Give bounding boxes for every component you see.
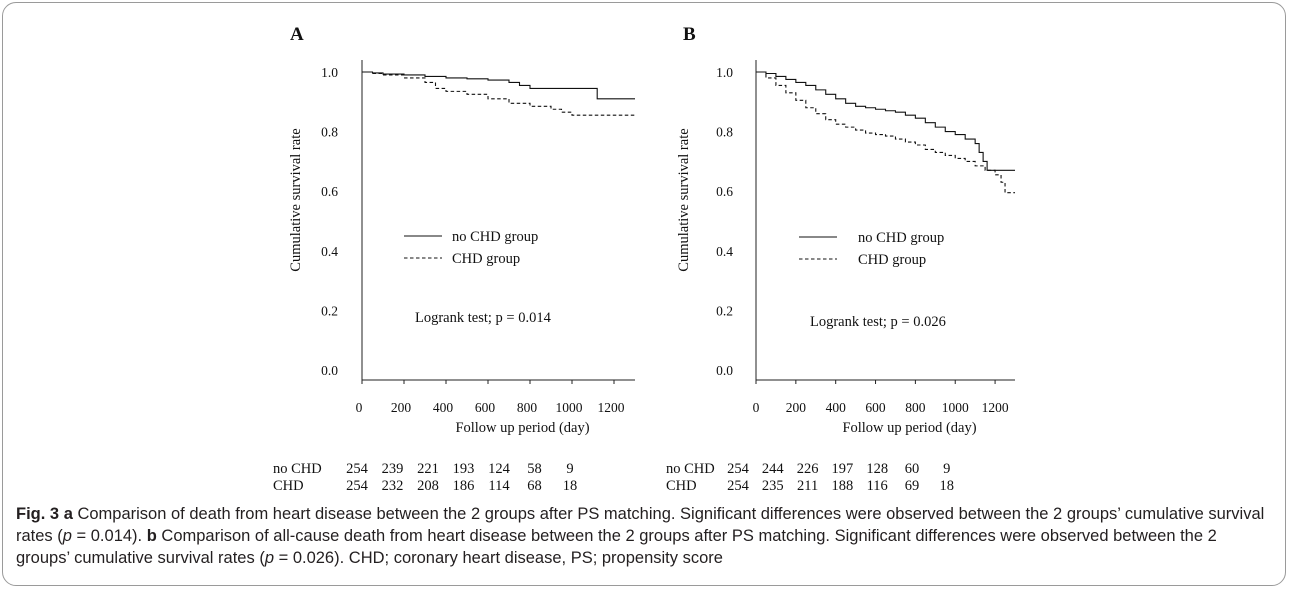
panel-a-x-tick-label: 1200 (598, 400, 625, 415)
panel-a-logrank-annotation: Logrank test; p = 0.014 (415, 310, 552, 326)
panel-a-risk-value: 114 (488, 478, 510, 494)
panel-a-series-no-chd-line (362, 71, 635, 100)
panel-b-risk-value: 188 (832, 478, 854, 494)
panel-a-y-tick-label: 0.0 (321, 363, 338, 378)
panel-a-x-tick-label: 600 (475, 400, 496, 415)
panel-a-risk-value: 58 (527, 461, 542, 477)
panel-a-x-axis-label: Follow up period (day) (455, 420, 589, 436)
panel-a-legend-label-0: no CHD group (452, 229, 538, 245)
panel-b-risk-value: 235 (762, 478, 784, 494)
panel-b-legend-label-1: CHD group (858, 252, 926, 268)
panel-b: B 0 200 400 600 800 1000 1200 0.0 0.2 0.4 0.6 0.8 1.0… (666, 24, 1015, 494)
panel-b-risk-value: 60 (905, 461, 920, 477)
panel-b-risk-value: 254 (727, 461, 750, 477)
panel-a-risk-row-label: no CHD (273, 461, 322, 477)
panel-a-y-tick-label: 0.6 (321, 184, 338, 199)
panel-a-risk-value: 239 (382, 461, 404, 477)
caption-part-b-value: = 0.026). CHD; coronary heart disease, P… (274, 549, 723, 567)
panel-b-label: B (683, 24, 696, 45)
panel-b-x-tick-label: 800 (905, 400, 926, 415)
panel-b-y-axis-label: Cumulative survival rate (676, 128, 692, 271)
panel-b-risk-row-label: no CHD (666, 461, 715, 477)
panel-a-label: A (290, 24, 304, 45)
panel-b-x-axis-label: Follow up period (day) (842, 420, 976, 436)
panel-b-risk-value: 18 (940, 478, 955, 494)
panel-b-y-tick-label: 0.0 (716, 363, 733, 378)
panel-a-risk-value: 186 (453, 478, 475, 494)
panel-b-x-tick-label: 400 (826, 400, 847, 415)
panel-b-risk-value: 116 (867, 478, 888, 494)
panel-b-risk-value: 211 (797, 478, 818, 494)
caption-part-b-text: Comparison of all-cause death from heart… (16, 527, 1217, 567)
panel-b-series-chd-line (756, 71, 1015, 194)
panel-b-x-tick-label: 0 (753, 400, 760, 415)
survival-figure: A0 200 400 600 800 1000 12000.00.20.40.60.81.0… (273, 24, 1015, 494)
panel-b-x-tick-label: 1000 (942, 400, 969, 415)
caption-part-a-p: p (62, 527, 72, 545)
figure-caption: Fig. 3 a Comparison of death from heart … (16, 503, 1266, 569)
caption-fig-label: Fig. 3 (16, 505, 60, 523)
panel-a-risk-value: 221 (417, 461, 439, 477)
panel-b-y-tick-label: 1.0 (716, 65, 733, 80)
panel-a-x-tick-label: 0 (356, 400, 363, 415)
panel-a-x-tick-label: 400 (433, 400, 454, 415)
caption-part-b-p: p (264, 549, 275, 567)
panel-b-y-tick-label: 0.2 (716, 303, 733, 318)
panel-a-risk-value: 232 (382, 478, 404, 494)
panel-b-legend-label-0: no CHD group (858, 230, 944, 246)
panel-a-risk-value: 68 (527, 478, 542, 494)
panel-a-x-tick-label: 800 (517, 400, 538, 415)
panel-a-y-axis-label: Cumulative survival rate (288, 128, 304, 271)
panel-a-risk-value: 124 (488, 461, 511, 477)
panel-b-risk-value: 244 (762, 461, 785, 477)
panel-b-logrank-annotation: Logrank test; p = 0.026 (810, 314, 946, 330)
panel-a-series-chd-line (362, 71, 635, 116)
panel-a-risk-value: 18 (563, 478, 578, 494)
panel-b-y-tick-label: 0.4 (716, 244, 733, 259)
panel-b-x-tick-label: 1200 (982, 400, 1009, 415)
panel-a-y-tick-label: 0.2 (321, 303, 338, 318)
panel-a: A 0 200 400 600 800 1000 1200 0.0 0.2 0.4 0.6 0.8 1.0… (273, 24, 635, 494)
panel-b-x-tick-label: 200 (786, 400, 807, 415)
panel-b-risk-value: 69 (905, 478, 920, 494)
panel-b-risk-row-label: CHD (666, 478, 697, 494)
caption-part-a-letter: a (63, 505, 73, 523)
panel-a-risk-value: 9 (566, 461, 573, 477)
panel-b-risk-value: 197 (832, 461, 854, 477)
panel-b-risk-value: 9 (943, 461, 950, 477)
panel-b-risk-value: 128 (866, 461, 888, 477)
panel-a-x-tick-label: 200 (391, 400, 412, 415)
panel-a-x-tick-label: 1000 (556, 400, 583, 415)
panel-a-risk-row-label: CHD (273, 478, 304, 494)
panel-a-y-tick-label: 0.4 (321, 244, 338, 259)
caption-part-a-text: Comparison of death from heart disease b… (16, 505, 1265, 545)
panel-a-risk-value: 254 (346, 478, 369, 494)
panel-b-y-tick-label: 0.6 (716, 184, 733, 199)
panel-b-series-no-chd-line (756, 71, 1015, 171)
panel-b-risk-value: 226 (797, 461, 819, 477)
panel-a-risk-value: 193 (453, 461, 475, 477)
panel-a-y-tick-label: 1.0 (321, 65, 338, 80)
panel-b-x-tick-label: 600 (865, 400, 886, 415)
panel-a-legend-label-1: CHD group (452, 251, 520, 267)
panel-a-y-tick-label: 0.8 (321, 125, 338, 140)
panel-a-risk-value: 208 (417, 478, 439, 494)
panel-b-risk-value: 254 (727, 478, 750, 494)
caption-part-b-letter: b (146, 527, 157, 545)
panel-a-risk-value: 254 (346, 461, 369, 477)
caption-part-a-value: = 0.014). (71, 527, 147, 545)
panel-b-y-tick-label: 0.8 (716, 125, 733, 140)
